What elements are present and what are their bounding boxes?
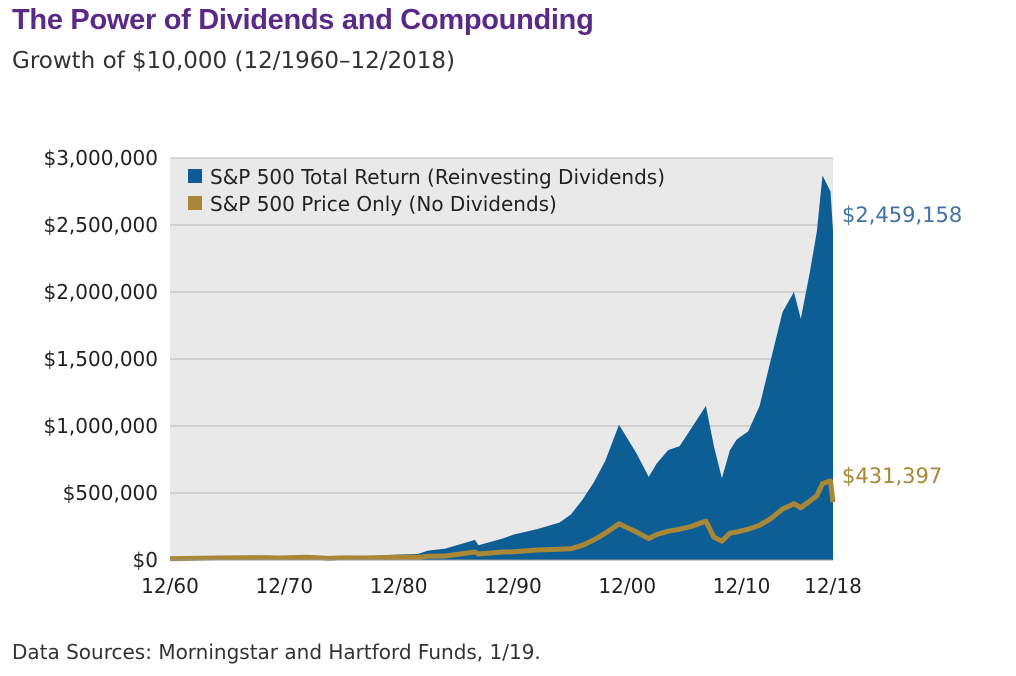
y-tick-label: $2,000,000 [43, 280, 158, 304]
x-axis-tick-labels: 12/60 12/70 12/80 12/90 12/00 12/10 12/18 [141, 574, 862, 598]
legend-label-total-return: S&P 500 Total Return (Reinvesting Divide… [210, 165, 665, 189]
x-tick-label: 12/80 [370, 574, 428, 598]
y-tick-label: $3,000,000 [43, 146, 158, 170]
y-tick-label: $0 [133, 548, 158, 572]
end-value-label-total-return: $2,459,158 [842, 203, 962, 227]
legend: S&P 500 Total Return (Reinvesting Divide… [188, 165, 665, 216]
y-tick-label: $2,500,000 [43, 213, 158, 237]
legend-label-price-only: S&P 500 Price Only (No Dividends) [210, 192, 557, 216]
data-source-note: Data Sources: Morningstar and Hartford F… [12, 640, 541, 664]
price-only-line [169, 478, 836, 562]
x-tick-label: 12/70 [255, 574, 313, 598]
x-tick-label: 12/90 [484, 574, 542, 598]
total-return-area [170, 175, 833, 560]
y-tick-label: $1,500,000 [43, 347, 158, 371]
end-value-label-price-only: $431,397 [842, 464, 942, 488]
x-tick-label: 12/60 [141, 574, 199, 598]
legend-swatch-price-only [188, 196, 202, 210]
y-tick-label: $500,000 [63, 481, 158, 505]
y-axis-tick-labels: $0 $500,000 $1,000,000 $1,500,000 $2,000,000… [43, 146, 158, 572]
y-tick-label: $1,000,000 [43, 414, 158, 438]
legend-swatch-total-return [188, 169, 202, 183]
chart-title: The Power of Dividends and Compounding [12, 4, 594, 36]
x-tick-label: 12/10 [713, 574, 771, 598]
x-tick-label: 12/18 [804, 574, 862, 598]
growth-chart: $0 $500,000 $1,000,000 $1,500,000 $2,000,000… [43, 146, 962, 598]
x-tick-label: 12/00 [598, 574, 656, 598]
chart-subtitle: Growth of $10,000 (12/1960–12/2018) [12, 48, 456, 74]
